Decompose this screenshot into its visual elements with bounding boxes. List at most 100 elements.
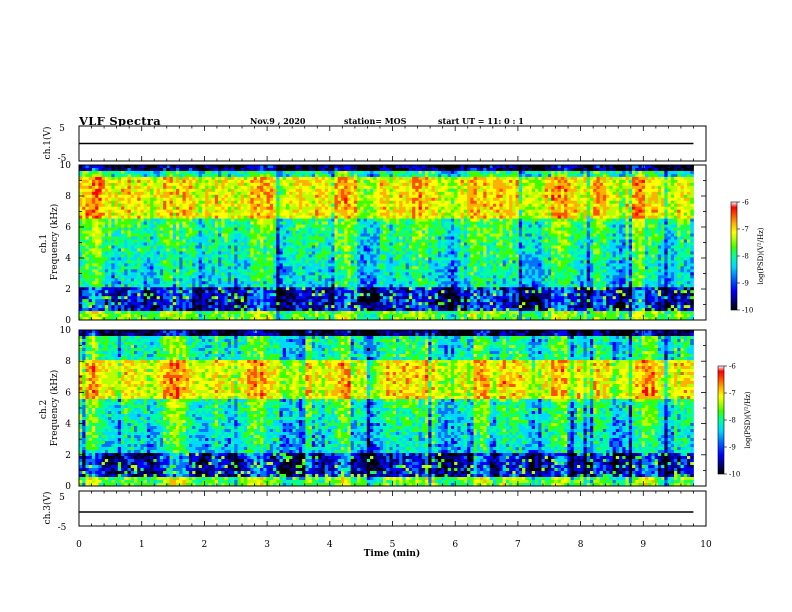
ch1-spectrogram-cell xyxy=(243,215,248,220)
ch1-spectrogram-cell xyxy=(589,197,594,202)
ch1-spectrogram-cell xyxy=(172,173,177,178)
ch1-spectrogram-cell xyxy=(127,212,132,217)
ch1-spectrogram-cell xyxy=(146,209,151,214)
ch1-spectrogram-cell xyxy=(570,165,575,169)
ch1-spectrogram-cell xyxy=(195,218,200,223)
ch1-spectrogram-cell xyxy=(273,173,277,178)
ch1-spectrogram-cell xyxy=(357,236,361,240)
ch1-spectrogram-cell xyxy=(276,176,280,181)
ch1-spectrogram-cell xyxy=(664,230,668,234)
ch1-spectrogram-cell xyxy=(95,233,99,237)
ch1-spectrogram-cell xyxy=(260,188,264,193)
ch1-spectrogram-cell xyxy=(589,176,594,181)
ch1-spectrogram-cell xyxy=(195,206,200,211)
ch1-spectrogram-cell xyxy=(690,206,694,211)
ch1-spectrogram-cell xyxy=(683,167,688,172)
ch1-spectrogram-cell xyxy=(82,227,86,231)
ch1-spectrogram-cell xyxy=(289,218,293,223)
ch1-spectrogram-cell xyxy=(557,224,562,228)
ch1-spectrogram-cell xyxy=(104,173,109,178)
ch1-spectrogram-cell xyxy=(292,179,297,184)
ch1-spectrogram-cell xyxy=(534,167,539,172)
ch1-spectrogram-cell xyxy=(635,233,639,237)
ch1-spectrogram-cell xyxy=(289,224,293,228)
ch1-spectrogram-cell xyxy=(340,236,345,240)
ch1-spectrogram-cell xyxy=(460,224,465,228)
ch1-spectrogram-cell xyxy=(166,221,170,226)
ch1-spectrogram-cell xyxy=(638,200,643,205)
ch1-spectrogram-cell xyxy=(547,227,552,231)
ch1-spectrogram-cell xyxy=(305,239,310,243)
ch1-spectrogram-cell xyxy=(589,167,594,172)
ch1-spectrogram-cell xyxy=(522,179,526,184)
ch1-spectrogram-cell xyxy=(509,176,513,181)
ch1-spectrogram-cell xyxy=(237,197,242,202)
ch1-spectrogram-cell xyxy=(318,173,322,178)
ch1-spectrogram-cell xyxy=(615,167,620,172)
ch1-spectrogram-cell xyxy=(172,236,177,240)
ch1-spectrogram-cell xyxy=(256,179,261,184)
ch1-spectrogram-cell xyxy=(638,185,643,190)
ch1-spectrogram-cell xyxy=(243,176,248,181)
ch1-spectrogram-cell xyxy=(172,224,177,228)
ch1-spectrogram-cell xyxy=(188,209,193,214)
ch1-spectrogram-cell xyxy=(350,203,355,208)
ch1-spectrogram-cell xyxy=(130,203,135,208)
ch1-spectrogram-cell xyxy=(101,212,106,217)
ch1-spectrogram-cell xyxy=(85,209,90,214)
ch1-spectrogram-cell xyxy=(489,227,494,231)
ch1-spectrogram-cell xyxy=(140,230,145,234)
ch1-spectrogram-cell xyxy=(260,182,264,187)
ch1-spectrogram-cell xyxy=(240,182,245,187)
ch1-spectrogram-cell xyxy=(337,212,342,217)
ch1-spectrogram-cell xyxy=(599,165,604,169)
ch1-spectrogram-cell xyxy=(121,224,125,228)
ch1-spectrogram-cell xyxy=(551,218,555,223)
ch1-spectrogram-cell xyxy=(644,167,649,172)
ch1-spectrogram-cell xyxy=(353,227,358,231)
ch1-spectrogram-cell xyxy=(560,165,565,169)
ch1-spectrogram-cell xyxy=(667,182,672,187)
ch1-spectrogram-cell xyxy=(560,230,565,234)
ch1-spectrogram-cell xyxy=(412,200,416,205)
ch1-spectrogram-cell xyxy=(441,182,445,187)
ch1-spectrogram-cell xyxy=(373,200,377,205)
ch1-spectrogram-cell xyxy=(260,167,264,172)
ch1-spectrogram-cell xyxy=(337,221,342,226)
ch1-spectrogram-cell xyxy=(353,212,358,217)
ch1-spectrogram-cell xyxy=(528,170,533,175)
ch1-spectrogram-cell xyxy=(321,221,326,226)
ch1-spectrogram-cell xyxy=(412,233,416,237)
ch1-spectrogram-cell xyxy=(163,170,167,175)
ch1-spectrogram-cell xyxy=(318,194,322,199)
ch1-spectrogram-cell xyxy=(383,200,387,205)
ch1-spectrogram-cell xyxy=(428,230,432,234)
ch1-spectrogram-cell xyxy=(292,200,297,205)
ch1-spectrogram-cell xyxy=(515,233,520,237)
ch1-spectrogram-cell xyxy=(305,173,310,178)
ch1-spectrogram-cell xyxy=(544,206,549,211)
ch1-spectrogram-cell xyxy=(91,206,96,211)
ch1-spectrogram-cell xyxy=(108,188,112,193)
ch1-spectrogram-cell xyxy=(95,212,99,217)
ch1-spectrogram-cell xyxy=(137,209,141,214)
ch1-spectrogram-cell xyxy=(237,209,242,214)
ch1-spectrogram-cell xyxy=(577,203,581,208)
ch1-spectrogram-cell xyxy=(305,203,310,208)
ch1-spectrogram-cell xyxy=(596,209,601,214)
ch1-spectrogram-cell xyxy=(334,179,339,184)
ch1-spectrogram-cell xyxy=(208,212,212,217)
ch1-spectrogram-cell xyxy=(502,203,507,208)
ch1-spectrogram-cell xyxy=(447,236,452,240)
ch1-spectrogram-cell xyxy=(450,215,455,220)
ch1-spectrogram-cell xyxy=(408,218,413,223)
ch1-spectrogram-cell xyxy=(227,200,232,205)
ch1-spectrogram-cell xyxy=(599,227,604,231)
ch1-spectrogram-cell xyxy=(85,176,90,181)
ch1-spectrogram-cell xyxy=(221,209,225,214)
ch1-spectrogram-cell xyxy=(518,233,523,237)
ch1-spectrogram-cell xyxy=(340,218,345,223)
ch1-spectrogram-cell xyxy=(240,176,245,181)
ch1-spectrogram-cell xyxy=(292,167,297,172)
ch1-spectrogram-cell xyxy=(260,179,264,184)
